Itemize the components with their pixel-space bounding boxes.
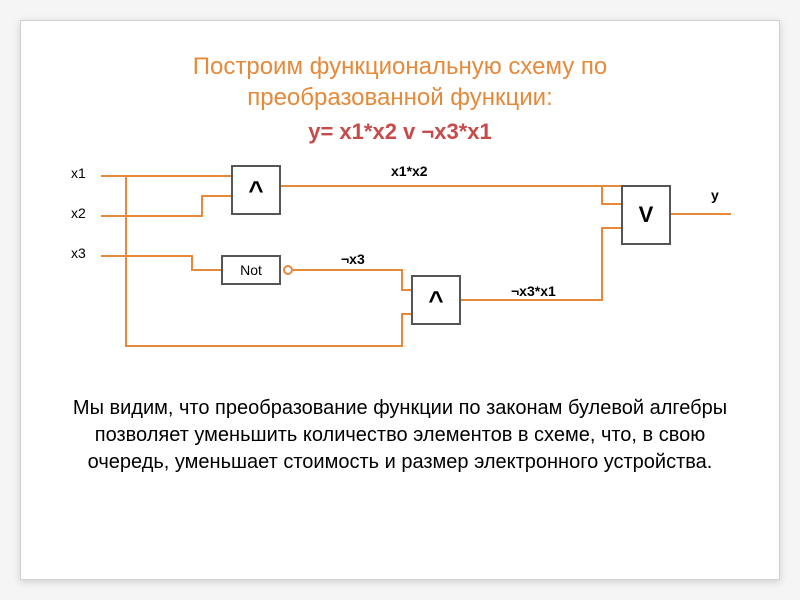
wire xyxy=(401,289,411,291)
wire xyxy=(101,175,231,177)
wire xyxy=(461,299,601,301)
title-line-1: Построим функциональную схему по xyxy=(61,51,739,82)
wire-label-x1x2: x1*x2 xyxy=(391,163,428,179)
wire xyxy=(101,215,201,217)
wire xyxy=(601,185,603,205)
gate-not: Not xyxy=(221,255,281,285)
wire xyxy=(125,175,127,347)
formula-text: y= x1*x2 v ¬x3*x1 xyxy=(61,119,739,145)
wire xyxy=(125,345,401,347)
wire-label-y: y xyxy=(711,187,719,203)
slide-frame: Построим функциональную схему по преобра… xyxy=(20,20,780,580)
wire xyxy=(201,195,203,217)
gate-and2: ^ xyxy=(411,275,461,325)
explanation-text: Мы видим, что преобразование функции по … xyxy=(61,395,739,476)
wire xyxy=(101,255,191,257)
input-label-x1: x1 xyxy=(71,165,86,181)
wire xyxy=(201,195,231,197)
logic-diagram: x1 x2 x3 ^ Not ^ Vx1*x2 ¬x3 ¬x3*x1 y xyxy=(61,165,741,365)
wire xyxy=(601,203,621,205)
wire xyxy=(191,269,221,271)
input-label-x2: x2 xyxy=(71,205,86,221)
gate-and1: ^ xyxy=(231,165,281,215)
gate-or: V xyxy=(621,185,671,245)
wire xyxy=(401,269,403,289)
title-line-2: преобразованной функции: xyxy=(61,82,739,113)
wire xyxy=(601,227,603,301)
wire xyxy=(601,227,621,229)
slide-title: Построим функциональную схему по преобра… xyxy=(61,51,739,113)
wire xyxy=(281,185,621,187)
wire xyxy=(401,313,411,315)
wire-label-nx3x1: ¬x3*x1 xyxy=(511,283,556,299)
wire xyxy=(401,313,403,347)
not-output-dot xyxy=(283,265,293,275)
wire-label-notx3: ¬x3 xyxy=(341,251,365,267)
input-label-x3: x3 xyxy=(71,245,86,261)
wire xyxy=(293,269,401,271)
wire xyxy=(671,213,731,215)
